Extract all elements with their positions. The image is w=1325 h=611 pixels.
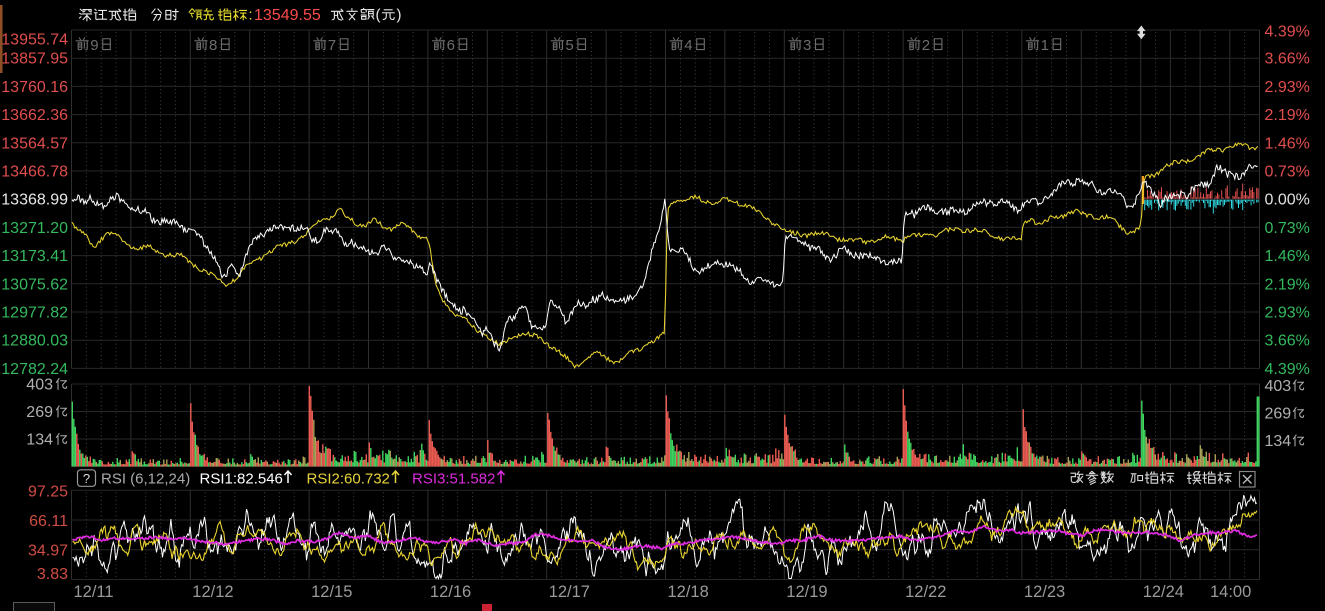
svg-text:12880.03: 12880.03 [1,333,68,350]
svg-text:5: 5 [565,37,573,54]
svg-text:2.93%: 2.93% [1265,305,1310,322]
svg-text:13173.41: 13173.41 [1,248,68,265]
svg-text:12/19: 12/19 [786,583,827,601]
svg-text:2: 2 [922,37,930,54]
svg-text:2.19%: 2.19% [1265,276,1310,293]
svg-text:13955.74: 13955.74 [1,32,68,49]
svg-text:RSI1:82.546: RSI1:82.546 [200,471,283,488]
svg-text:12/15: 12/15 [311,583,352,601]
svg-text:9: 9 [90,37,98,54]
svg-text:403: 403 [1265,378,1292,395]
svg-text:1: 1 [1041,37,1049,54]
svg-text:97.25: 97.25 [28,484,68,501]
svg-text:12/17: 12/17 [549,583,590,601]
svg-text:13662.36: 13662.36 [1,107,68,124]
svg-text:134: 134 [1265,433,1292,450]
svg-text:13368.99: 13368.99 [1,192,68,209]
svg-text:3: 3 [803,37,811,54]
svg-text:12/11: 12/11 [74,583,114,601]
svg-text:3.83: 3.83 [37,566,68,583]
svg-text:RSI2:60.732: RSI2:60.732 [307,471,390,488]
svg-text:RSI3:51.582: RSI3:51.582 [412,471,495,488]
svg-text:4: 4 [684,37,692,54]
svg-text:4.39%: 4.39% [1265,24,1310,41]
svg-text:): ) [397,7,402,24]
svg-text:12/23: 12/23 [1024,583,1065,601]
svg-text:134: 134 [26,432,53,449]
svg-text:3.66%: 3.66% [1265,51,1310,68]
svg-text:12/16: 12/16 [430,583,471,601]
svg-text:0.73%: 0.73% [1265,164,1310,181]
svg-text:12/18: 12/18 [668,583,709,601]
svg-text:2.19%: 2.19% [1265,107,1310,124]
svg-text:(: ( [376,7,381,24]
svg-text:14:00: 14:00 [1210,583,1251,601]
svg-text:?: ? [83,471,90,486]
svg-text:13271.20: 13271.20 [1,220,68,237]
svg-text:4.39%: 4.39% [1265,361,1310,378]
svg-text::: : [249,7,253,24]
svg-text:12977.82: 12977.82 [1,305,68,322]
svg-text:12/22: 12/22 [905,583,946,601]
svg-text:66.11: 66.11 [29,513,68,530]
svg-text:13075.62: 13075.62 [1,276,68,293]
svg-text:2.93%: 2.93% [1265,79,1310,96]
svg-text:269: 269 [26,404,53,421]
svg-text:403: 403 [26,377,53,394]
svg-text:13564.57: 13564.57 [1,135,68,152]
svg-text:13857.95: 13857.95 [1,51,68,68]
svg-text:3.66%: 3.66% [1265,333,1310,350]
svg-text:0.00%: 0.00% [1265,192,1310,209]
svg-text:13549.55: 13549.55 [254,7,321,24]
svg-text:6: 6 [447,37,455,54]
svg-text:1.46%: 1.46% [1265,135,1310,152]
svg-text:13760.16: 13760.16 [1,79,68,96]
svg-text:12782.24: 12782.24 [1,361,68,378]
svg-text:1.46%: 1.46% [1265,248,1310,265]
svg-text:269: 269 [1265,406,1292,423]
svg-text:0.73%: 0.73% [1265,220,1310,237]
svg-text:8: 8 [209,37,217,54]
svg-text:34.97: 34.97 [28,543,68,560]
svg-text:13466.78: 13466.78 [1,164,68,181]
svg-text:12/24: 12/24 [1143,583,1184,601]
svg-text:RSI (6,12,24): RSI (6,12,24) [101,471,190,488]
svg-text:12/12: 12/12 [192,583,233,601]
svg-text:7: 7 [328,37,336,54]
